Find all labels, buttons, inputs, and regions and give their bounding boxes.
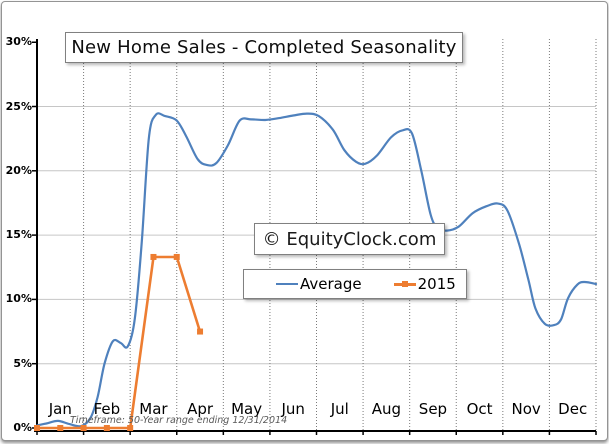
chart-title-box: New Home Sales - Completed Seasonality bbox=[65, 32, 463, 63]
timeframe-note: Timeframe: 50-Year range ending 12/31/20… bbox=[70, 415, 288, 426]
data-point-marker bbox=[57, 425, 64, 431]
average-line-sample-icon bbox=[276, 283, 298, 285]
data-point-marker bbox=[103, 425, 110, 431]
legend-item-2015: 2015 bbox=[393, 275, 456, 293]
data-point-marker bbox=[127, 425, 134, 431]
watermark-box: © EquityClock.com bbox=[254, 223, 445, 255]
chart-title: New Home Sales - Completed Seasonality bbox=[71, 37, 457, 58]
watermark-text: © EquityClock.com bbox=[262, 228, 437, 250]
data-point-marker bbox=[80, 425, 87, 431]
legend-item-average: Average bbox=[276, 275, 362, 293]
legend: Average 2015 bbox=[243, 269, 467, 299]
data-point-marker bbox=[173, 253, 180, 260]
series-2015-line-sample-icon bbox=[393, 280, 416, 287]
square-marker-icon bbox=[401, 280, 408, 287]
legend-label-average: Average bbox=[300, 275, 362, 293]
data-point-marker bbox=[197, 328, 204, 335]
series-line-average bbox=[35, 112, 598, 428]
series-line-2015 bbox=[37, 255, 202, 430]
data-point-marker bbox=[34, 425, 40, 431]
legend-label-2015: 2015 bbox=[417, 275, 456, 293]
data-point-marker bbox=[150, 253, 157, 260]
